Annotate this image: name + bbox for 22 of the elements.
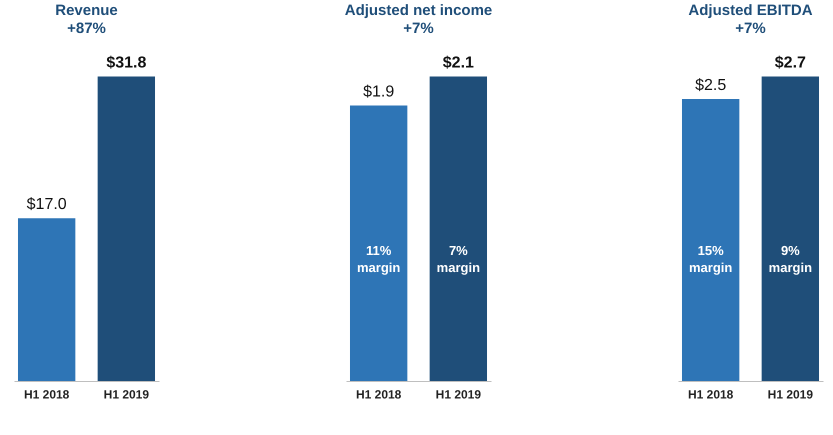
annotation: 15% margin — [688, 243, 732, 275]
x-tick-label: H1 2018 — [24, 388, 70, 402]
x-tick-label: H1 2019 — [768, 388, 814, 402]
x-tick-label: H1 2019 — [436, 388, 482, 402]
data-label: $1.9 — [363, 83, 394, 100]
chart-subtitle: +7% — [735, 20, 766, 37]
data-label: $31.8 — [106, 54, 146, 72]
annotation: 7% margin — [436, 243, 480, 275]
chart-subtitle: +87% — [67, 20, 106, 37]
x-tick-label: H1 2018 — [356, 388, 402, 402]
data-label: $17.0 — [26, 196, 67, 214]
data-label: $2.7 — [774, 54, 806, 72]
data-label: $2.1 — [442, 54, 474, 72]
x-tick-label: H1 2019 — [104, 388, 150, 402]
chart-title: Adjusted EBITDA — [688, 2, 813, 19]
chart-subtitle: +7% — [403, 20, 434, 37]
data-label: $2.5 — [695, 77, 726, 94]
annotation: 9% margin — [768, 243, 812, 275]
chart-title: Revenue — [55, 2, 118, 19]
annotation: 11% margin — [356, 243, 400, 275]
chart-title: Adjusted net income — [344, 2, 492, 19]
x-tick-label: H1 2018 — [688, 388, 734, 402]
